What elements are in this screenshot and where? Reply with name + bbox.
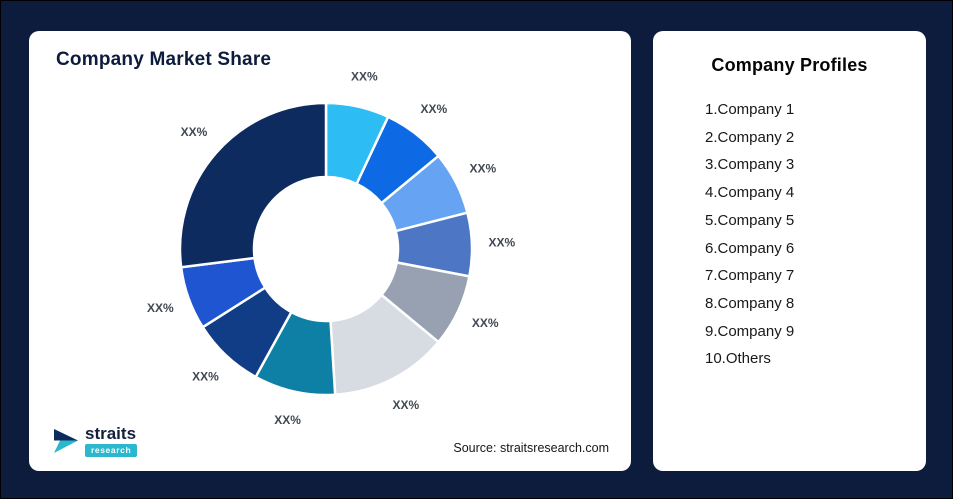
company-list-item: 2.Company 2 [705, 128, 795, 146]
slice-label-4: XX% [489, 236, 516, 250]
source-attribution: Source: straitsresearch.com [453, 441, 609, 455]
donut-segment-10 [178, 101, 328, 269]
slice-label-6: XX% [393, 398, 420, 412]
slice-label-7: XX% [274, 413, 301, 427]
profiles-title: Company Profiles [711, 55, 868, 75]
donut-chart: XX% XX% XX% XX% XX% XX% XX% XX% XX% XX% [147, 69, 516, 427]
slice-label-3: XX% [469, 161, 496, 175]
chart-title: Company Market Share [56, 49, 272, 70]
company-profiles-card: Company Profiles 1.Company 1 2.Company 2 3… [653, 31, 926, 471]
company-list-item: 9.Company 9 [705, 322, 795, 340]
slice-label-2: XX% [421, 102, 448, 116]
company-list-item: 5.Company 5 [705, 211, 795, 229]
logo-icon [54, 428, 78, 453]
company-list-item: 1.Company 1 [705, 101, 795, 118]
slice-label-5: XX% [472, 316, 499, 330]
slice-label-9: XX% [147, 301, 174, 315]
company-list-item: 8.Company 8 [705, 294, 795, 312]
logo-text: straits research [85, 423, 138, 457]
slice-label-10: XX% [181, 125, 208, 139]
company-list-item: 6.Company 6 [705, 239, 795, 257]
company-list-item: 4.Company 4 [705, 184, 795, 202]
company-profiles-list: 1.Company 1 2.Company 2 3.Company 3 4.Compa… [653, 96, 926, 373]
market-share-card: Company Market Share XX% XX% XX% XX% XX% XX% X… [29, 31, 631, 471]
company-list-item: 7.Company 7 [705, 267, 795, 285]
logo-subtitle: research [85, 443, 138, 457]
company-list-item: 10.Others [705, 350, 771, 368]
logo-brand: straits [85, 423, 137, 443]
straits-research-logo: straits research [53, 423, 138, 457]
slice-label-8: XX% [192, 369, 219, 383]
company-list-item: 3.Company 3 [705, 156, 795, 174]
slice-label-1: XX% [351, 69, 378, 83]
